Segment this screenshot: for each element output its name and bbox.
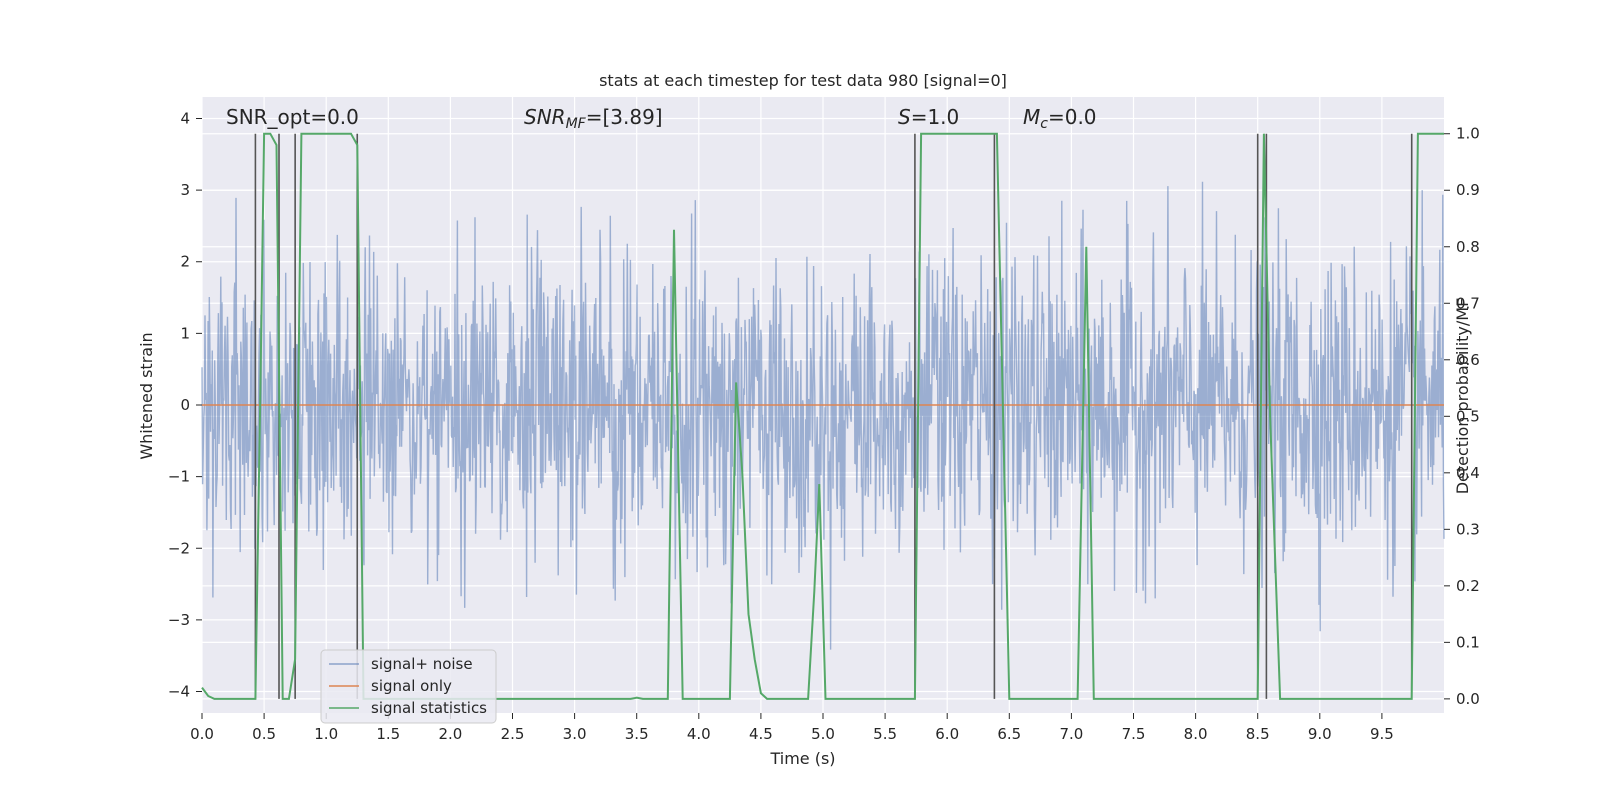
- y-axis-label: Whitened strain: [137, 332, 156, 459]
- legend-label-signal-only: signal only: [371, 677, 452, 695]
- noise-series: [201, 181, 1445, 650]
- annotation-snr-opt: SNR_opt=0.0: [226, 105, 359, 129]
- y2-tick-label: 0.9: [1456, 181, 1480, 199]
- annotation-s: S=1.0: [898, 105, 959, 129]
- x-tick-label: 1.0: [314, 725, 338, 743]
- y2-axis-ticks: 0.0 0.1 0.2 0.3 0.4 0.5 0.6 0.7 0.8 0.9 1.0: [1444, 125, 1480, 708]
- x-tick-label: 1.5: [376, 725, 400, 743]
- x-axis-label: Time (s): [769, 749, 835, 768]
- x-tick-label: 3.5: [625, 725, 649, 743]
- y2-tick-label: 1.0: [1456, 125, 1480, 143]
- y-tick-label: 4: [180, 109, 190, 127]
- y2-tick-label: 0.6: [1456, 351, 1480, 369]
- y2-tick-label: 0.8: [1456, 238, 1480, 256]
- annotation-mc: Mc=0.0: [1023, 105, 1097, 132]
- mc-base: M: [1023, 105, 1040, 129]
- statistics-line: [201, 132, 1444, 700]
- annotation-snr-mf: SNRMF=[3.89]: [524, 105, 663, 132]
- y-tick-label: 2: [180, 253, 190, 271]
- y-tick-label: 0: [180, 396, 190, 414]
- y-tick-label: −1: [168, 468, 190, 486]
- x-tick-label: 2.5: [501, 725, 525, 743]
- s-base: S: [898, 105, 911, 129]
- x-tick-label: 4.0: [687, 725, 711, 743]
- x-tick-label: 5.0: [811, 725, 835, 743]
- y2-tick-label: 0.4: [1456, 464, 1480, 482]
- noise-line: [201, 181, 1445, 650]
- legend-box: [320, 649, 497, 724]
- x-tick-label: 0.5: [252, 725, 276, 743]
- snr-mf-sub: MF: [566, 116, 587, 132]
- x-tick-label: 7.0: [1059, 725, 1083, 743]
- y2-tick-label: 0.0: [1456, 690, 1480, 708]
- legend-label-noise: signal+ noise: [371, 655, 473, 673]
- x-tick-label: 9.0: [1308, 725, 1332, 743]
- legend-label-statistics: signal statistics: [371, 699, 487, 717]
- y-tick-label: −2: [168, 539, 190, 557]
- mc-sub: c: [1040, 116, 1048, 132]
- x-tick-label: 3.0: [563, 725, 587, 743]
- x-tick-label: 8.0: [1184, 725, 1208, 743]
- x-tick-label: 4.5: [749, 725, 773, 743]
- x-tick-label: 5.5: [873, 725, 897, 743]
- chart-title: stats at each timestep for test data 980…: [599, 71, 1007, 90]
- y2-tick-label: 0.7: [1456, 294, 1480, 312]
- x-tick-label: 7.5: [1122, 725, 1146, 743]
- y2-tick-label: 0.5: [1456, 407, 1480, 425]
- vertical-markers: [254, 133, 1413, 699]
- snr-mf-value: =[3.89]: [586, 105, 663, 129]
- y2-tick-label: 0.2: [1456, 577, 1480, 595]
- x-tick-label: 8.5: [1246, 725, 1270, 743]
- x-tick-label: 9.5: [1370, 725, 1394, 743]
- statistics-series: [201, 132, 1444, 700]
- y-tick-label: 3: [180, 181, 190, 199]
- y-axis-ticks: −4 −3 −2 −1 0 1 2 3 4: [168, 109, 202, 701]
- y-tick-label: −4: [168, 683, 190, 701]
- snr-mf-base: SNR: [524, 105, 566, 129]
- s-value: =1.0: [911, 105, 960, 129]
- y2-axis-label: Detection probability/MF: [1453, 298, 1472, 495]
- mc-value: =0.0: [1048, 105, 1097, 129]
- x-tick-label: 6.0: [935, 725, 959, 743]
- y-tick-label: −3: [168, 611, 190, 629]
- x-tick-label: 0.0: [190, 725, 214, 743]
- legend: signal+ noise signal only signal statist…: [320, 649, 497, 724]
- y-tick-label: 1: [180, 324, 190, 342]
- y2-tick-label: 0.3: [1456, 520, 1480, 538]
- y2-tick-label: 0.1: [1456, 633, 1480, 651]
- x-tick-label: 2.0: [438, 725, 462, 743]
- x-tick-label: 6.5: [997, 725, 1021, 743]
- x-axis-ticks: 0.0 0.5 1.0 1.5 2.0 2.5 3.0 3.5 4.0 4.5 5.0 5.5 6.0 6…: [190, 713, 1394, 743]
